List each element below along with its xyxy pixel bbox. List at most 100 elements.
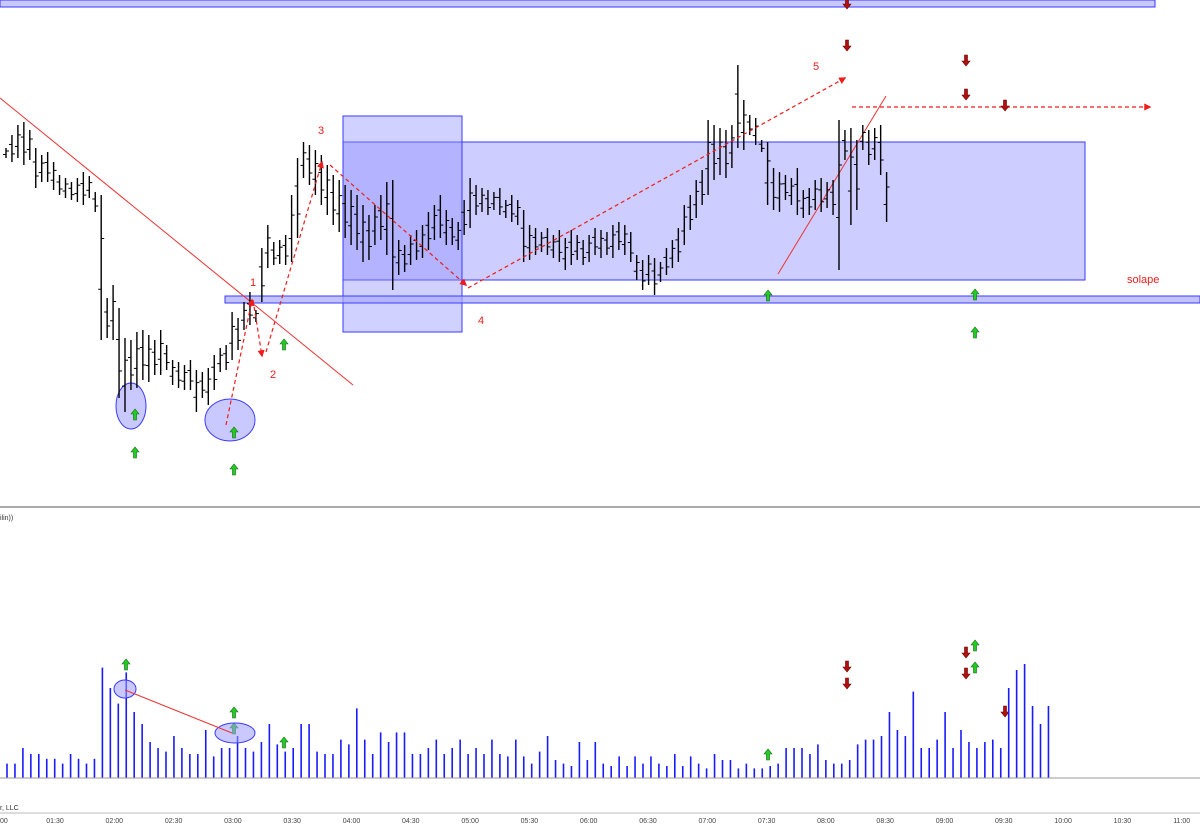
ohlc-bar bbox=[211, 355, 218, 390]
x-tick-label: 04:30 bbox=[402, 818, 420, 825]
ohlc-bar bbox=[377, 195, 384, 240]
ohlc-bar bbox=[794, 168, 801, 215]
ohlc-bar bbox=[20, 122, 27, 165]
ohlc-bar bbox=[443, 210, 450, 245]
volume-bars bbox=[6, 664, 1050, 778]
ohlc-bar bbox=[56, 175, 63, 195]
ohlc-bar bbox=[199, 372, 206, 398]
ohlc-bar bbox=[770, 168, 777, 210]
ohlc-bar bbox=[586, 235, 593, 262]
buy-arrow-icon bbox=[970, 288, 980, 301]
ohlc-bar bbox=[693, 180, 700, 218]
downtrend-line bbox=[0, 97, 354, 386]
volume-divergence-line bbox=[124, 689, 233, 734]
ohlc-bar bbox=[360, 205, 366, 262]
ohlc-bar bbox=[812, 180, 819, 210]
ohlc-bar bbox=[365, 215, 372, 260]
ohlc-bar bbox=[74, 178, 81, 202]
buy-arrow-icon bbox=[970, 326, 980, 339]
ohlc-bar bbox=[776, 172, 783, 212]
ohlc-bar bbox=[431, 205, 438, 240]
ohlc-bar bbox=[282, 235, 289, 265]
sell-arrow-icon bbox=[961, 88, 971, 101]
ohlc-bar bbox=[699, 170, 706, 205]
ohlc-bar bbox=[312, 150, 319, 195]
ohlc-bar bbox=[484, 190, 491, 215]
x-tick-label: 02:30 bbox=[165, 818, 183, 825]
ohlc-bar bbox=[627, 232, 634, 262]
ohlc-bar bbox=[871, 128, 878, 160]
zone-label-solape: solape bbox=[1127, 274, 1159, 286]
x-tick-label: 08:30 bbox=[876, 818, 894, 825]
ohlc-bar bbox=[830, 180, 837, 215]
buy-arrow-icon bbox=[121, 658, 131, 671]
ohlc-bar bbox=[38, 155, 45, 182]
ohlc-bar bbox=[556, 230, 563, 262]
ohlc-bar bbox=[847, 128, 854, 225]
ohlc-bar bbox=[80, 172, 87, 205]
ohlc-bar bbox=[62, 178, 69, 198]
x-tick-label: 10:30 bbox=[1114, 818, 1132, 825]
x-tick-label: 04:00 bbox=[343, 818, 361, 825]
buy-arrow-icon bbox=[229, 426, 239, 439]
buy-arrow-icon bbox=[130, 408, 140, 421]
ohlc-bar bbox=[490, 192, 497, 210]
ohlc-bar bbox=[467, 178, 474, 228]
ohlc-bar bbox=[502, 200, 509, 218]
ohlc-bar bbox=[722, 130, 729, 178]
signal-arrows bbox=[121, 0, 1010, 761]
ohlc-bar bbox=[157, 330, 164, 375]
ohlc-bar bbox=[110, 285, 117, 340]
ohlc-bar bbox=[538, 232, 545, 252]
ohlc-bar bbox=[877, 125, 884, 175]
ohlc-bar bbox=[824, 182, 831, 208]
ohlc-bar bbox=[86, 176, 93, 198]
ohlc-bar bbox=[580, 240, 587, 265]
x-tick-label: 06:30 bbox=[639, 818, 657, 825]
ohlc-bar bbox=[449, 218, 456, 245]
wave-label-4: 4 bbox=[478, 315, 484, 327]
ohlc-bar bbox=[258, 248, 265, 302]
ohlc-bar bbox=[859, 125, 866, 150]
ohlc-bar bbox=[8, 135, 15, 162]
ohlc-bar bbox=[169, 360, 176, 385]
x-tick-label: 06:00 bbox=[580, 818, 598, 825]
ohlc-bar bbox=[740, 100, 747, 150]
ohlc-bar bbox=[348, 190, 355, 245]
ohlc-bar bbox=[330, 175, 337, 225]
x-tick-label: 03:30 bbox=[283, 818, 301, 825]
ohlc-bar bbox=[163, 345, 170, 370]
x-tick-label: 00 bbox=[0, 818, 8, 825]
wave-label-2: 2 bbox=[270, 369, 276, 381]
volume-circle-2 bbox=[214, 722, 256, 744]
ohlc-bar bbox=[705, 120, 712, 195]
ohlc-bar bbox=[764, 142, 771, 205]
ohlc-bar bbox=[550, 235, 557, 258]
sell-arrow-icon bbox=[842, 660, 852, 673]
ohlc-bar bbox=[223, 345, 230, 370]
sell-arrow-icon bbox=[961, 54, 971, 67]
ohlc-bar bbox=[288, 195, 295, 262]
ohlc-bar bbox=[711, 125, 718, 180]
ohlc-bar bbox=[26, 130, 33, 160]
ohlc-bar bbox=[44, 152, 51, 182]
vendor-label: r, LLC bbox=[0, 805, 19, 812]
ohlc-bar bbox=[633, 255, 640, 280]
pane-label: ilin)) bbox=[0, 515, 13, 522]
sell-arrow-icon bbox=[1000, 99, 1010, 112]
ohlc-bar bbox=[270, 242, 277, 265]
ohlc-bar bbox=[675, 228, 682, 262]
buy-arrow-icon bbox=[970, 661, 980, 674]
ohlc-bar bbox=[205, 368, 212, 405]
low-circle-2 bbox=[204, 398, 256, 442]
ohlc-bar bbox=[841, 130, 848, 160]
ohlc-bar bbox=[92, 192, 99, 212]
ohlc-bar bbox=[342, 185, 349, 238]
sell-arrow-icon bbox=[961, 646, 971, 659]
x-tick-label: 01:30 bbox=[46, 818, 64, 825]
ohlc-bar bbox=[479, 188, 485, 212]
ohlc-bar bbox=[395, 240, 402, 275]
ohlc-bar bbox=[663, 248, 670, 275]
ohlc-bar bbox=[544, 228, 551, 255]
ohlc-bar bbox=[229, 312, 236, 360]
